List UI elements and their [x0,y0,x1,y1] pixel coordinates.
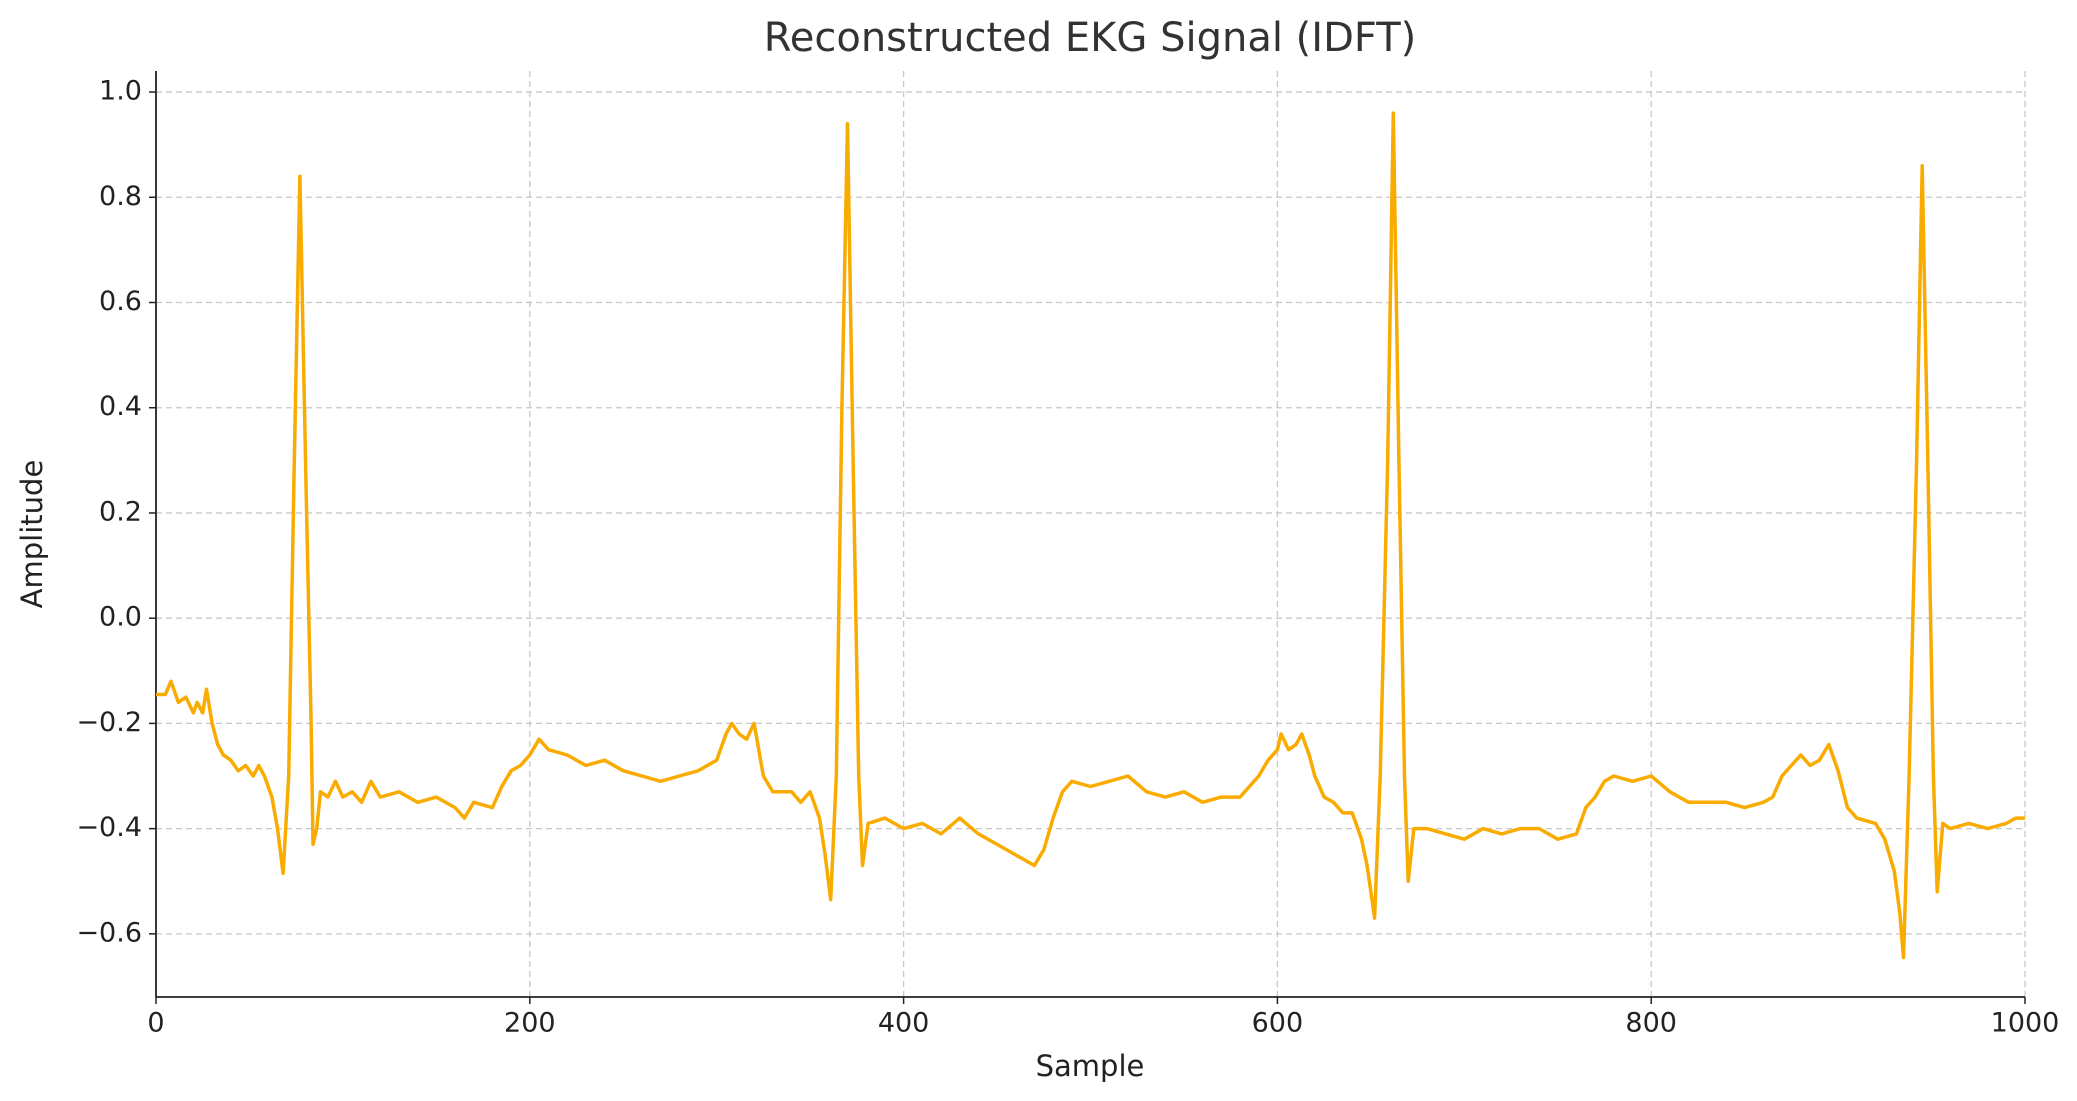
signal-line [156,111,2025,960]
x-tick-label: 200 [504,1008,556,1039]
y-tick-label: 0.8 [99,181,142,212]
x-tick-label: 600 [1252,1008,1304,1039]
x-tick-label: 0 [147,1008,164,1039]
chart-title: Reconstructed EKG Signal (IDFT) [764,15,1416,61]
y-tick-label: 0.6 [99,286,142,317]
x-tick-label: 400 [878,1008,930,1039]
y-axis-label: Amplitude [15,460,49,609]
x-axis-label: Sample [1036,1049,1145,1083]
x-tick-label: 1000 [1991,1008,2060,1039]
y-tick-label: −0.6 [76,917,142,948]
y-tick-label: −0.2 [76,707,142,738]
y-tick-label: −0.4 [76,812,142,843]
x-tick-label: 800 [1625,1008,1677,1039]
y-tick-label: 0.2 [99,496,142,527]
y-tick-label: 0.0 [99,602,142,633]
y-tick-label: 1.0 [99,76,142,107]
y-tick-label: 0.4 [99,391,142,422]
